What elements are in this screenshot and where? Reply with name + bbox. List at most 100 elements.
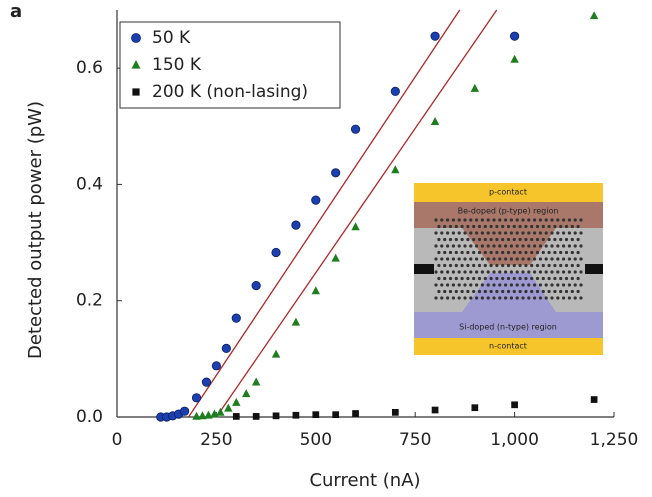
point: [509, 31, 520, 41]
lattice-hole: [463, 231, 467, 235]
point: [311, 286, 320, 295]
lattice-hole: [506, 224, 511, 229]
lattice-hole: [518, 289, 522, 294]
lattice-hole: [556, 231, 560, 235]
lattice-hole: [443, 224, 447, 229]
lattice-hole: [535, 289, 540, 294]
legend-label: 50 K: [152, 28, 191, 48]
lattice-hole: [448, 276, 453, 281]
lattice-hole: [437, 237, 441, 242]
x-tick-label: 1,250: [590, 430, 639, 450]
lattice-hole: [533, 218, 537, 222]
lattice-hole: [504, 283, 508, 287]
lattice-hole: [518, 224, 522, 229]
lattice-hole: [573, 257, 577, 261]
lattice-hole: [495, 289, 499, 294]
point: [192, 411, 201, 420]
lattice-hole: [437, 250, 441, 255]
lattice-hole: [506, 250, 511, 255]
lattice-hole: [440, 218, 444, 222]
lattice-hole: [562, 231, 566, 235]
p-taper: [462, 228, 556, 265]
lattice-hole: [483, 289, 487, 294]
point: [232, 413, 240, 420]
point: [232, 397, 241, 406]
lattice-hole: [457, 283, 461, 287]
x-tick-label: 250: [200, 430, 232, 450]
x-axis-title: Current (nA): [309, 470, 420, 491]
lattice-hole: [457, 296, 461, 300]
lattice-hole: [579, 296, 583, 300]
lattice-hole: [457, 218, 461, 222]
lattice-hole: [443, 263, 447, 268]
fit-line: [188, 9, 461, 417]
point: [210, 409, 219, 418]
lattice-hole: [486, 218, 490, 222]
lattice-hole: [544, 257, 548, 261]
y-tick-label: 0.0: [76, 407, 103, 427]
lattice-hole: [515, 257, 519, 261]
lattice-hole: [498, 283, 502, 287]
legend-marker: [132, 88, 140, 96]
lattice-hole: [446, 270, 450, 274]
point: [291, 220, 301, 230]
point: [292, 411, 300, 419]
lattice-hole: [477, 289, 482, 294]
lattice-hole: [576, 237, 580, 242]
lattice-hole: [498, 257, 502, 261]
waveguide-left: [414, 264, 434, 274]
lattice-hole: [512, 276, 516, 281]
lattice-hole: [466, 289, 470, 294]
lattice-hole: [573, 283, 577, 287]
lattice-hole: [527, 283, 531, 287]
lattice-hole: [527, 296, 531, 300]
lattice-hole: [437, 289, 441, 294]
point: [224, 403, 233, 412]
lattice-hole: [559, 276, 563, 281]
point: [198, 411, 207, 420]
lattice-hole: [480, 270, 484, 274]
lattice-hole: [466, 276, 470, 281]
p-contact-layer: [414, 183, 603, 202]
lattice-hole: [527, 244, 531, 248]
point: [251, 280, 261, 291]
lattice-hole: [541, 276, 545, 281]
lattice-hole: [475, 244, 479, 248]
lattice-hole: [506, 289, 511, 294]
lattice-hole: [521, 244, 525, 248]
point: [352, 410, 359, 417]
lattice-hole: [521, 283, 525, 287]
lattice-hole: [564, 224, 569, 229]
lattice-hole: [469, 283, 473, 287]
lattice-hole: [576, 250, 580, 255]
point: [211, 361, 221, 371]
x-tick-label: 1,000: [490, 430, 539, 450]
lattice-hole: [524, 289, 528, 294]
lattice-hole: [576, 276, 580, 281]
lattice-hole: [544, 296, 548, 300]
lattice-hole: [486, 296, 490, 300]
lattice-hole: [501, 237, 505, 242]
lattice-hole: [579, 283, 583, 287]
lattice-hole: [573, 244, 577, 248]
lattice-hole: [440, 283, 444, 287]
y-tick-label: 0.6: [76, 58, 103, 78]
lattice-hole: [521, 257, 525, 261]
lattice-hole: [553, 276, 557, 281]
point: [431, 406, 439, 414]
lattice-hole: [553, 263, 557, 268]
lattice-hole: [469, 296, 473, 300]
lattice-hole: [451, 296, 455, 300]
lattice-hole: [454, 237, 458, 242]
lattice-hole: [521, 296, 525, 300]
lattice-hole: [512, 224, 516, 229]
lattice-hole: [492, 244, 496, 248]
lattice-hole: [466, 263, 470, 268]
lattice-hole: [463, 244, 467, 248]
lattice-hole: [509, 257, 513, 261]
lattice-hole: [466, 250, 470, 255]
lattice-hole: [521, 231, 525, 235]
lattice-hole: [553, 289, 557, 294]
lattice-hole: [509, 270, 513, 274]
x-tick-label: 0: [112, 430, 123, 450]
